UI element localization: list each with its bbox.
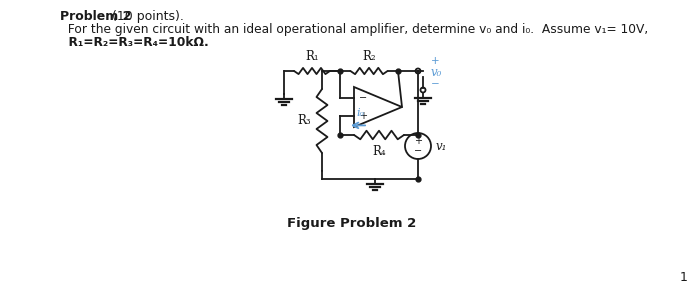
Text: i₀: i₀	[356, 108, 364, 118]
Text: −: −	[414, 146, 422, 156]
Text: R₁: R₁	[305, 50, 318, 63]
Text: For the given circuit with an ideal operational amplifier, determine v₀ and i₀. : For the given circuit with an ideal oper…	[60, 23, 648, 36]
Text: R₁=R₂=R₃=R₄=10kΩ.: R₁=R₂=R₃=R₄=10kΩ.	[60, 36, 209, 49]
Text: R₄: R₄	[372, 145, 386, 158]
Text: v₀: v₀	[431, 66, 442, 79]
Text: −: −	[431, 79, 440, 89]
Text: +: +	[431, 56, 440, 66]
Text: +: +	[414, 136, 422, 146]
Text: 1: 1	[680, 271, 688, 284]
Text: +: +	[358, 111, 367, 121]
Text: −: −	[358, 93, 367, 103]
Text: R₂: R₂	[362, 50, 376, 63]
Text: Figure Problem 2: Figure Problem 2	[288, 217, 416, 230]
Text: (10 points).: (10 points).	[108, 10, 184, 23]
Text: R₃: R₃	[298, 114, 311, 127]
Text: v₁: v₁	[436, 140, 447, 153]
Text: Problem 2: Problem 2	[60, 10, 132, 23]
